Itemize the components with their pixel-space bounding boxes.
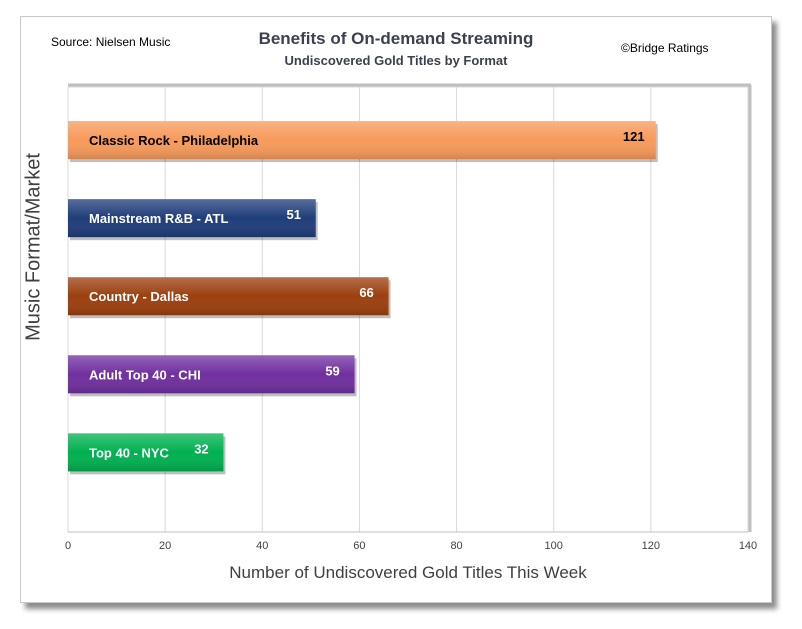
bar-category-label: Top 40 - NYC [89, 445, 170, 460]
plot-area: Classic Rock - Philadelphia 121 Mainstream… [65, 83, 757, 552]
x-axis-label: Number of Undiscovered Gold Titles This … [229, 563, 587, 582]
bar-category-label: Mainstream R&B - ATL [89, 211, 228, 226]
x-tick-label: 80 [450, 540, 462, 552]
bar-value-label: 32 [194, 441, 208, 456]
chart-card: Source: Nielsen Music Benefits of On-dem… [20, 16, 772, 603]
x-tick-label: 40 [256, 540, 268, 552]
bar-highlight [68, 355, 355, 394]
bar-category-label: Country - Dallas [89, 289, 189, 304]
bar-value-label: 51 [286, 207, 300, 222]
bar-highlight [68, 121, 656, 160]
chart-credit: ©Bridge Ratings [621, 41, 709, 55]
bar-highlight [68, 277, 389, 316]
chart-source: Source: Nielsen Music [51, 35, 171, 49]
chart-subtitle: Undiscovered Gold Titles by Format [284, 53, 508, 68]
bar-highlight [68, 199, 316, 238]
bar-value-label: 59 [325, 363, 339, 378]
bar-category-label: Adult Top 40 - CHI [89, 367, 201, 382]
bar-highlight [68, 433, 224, 472]
bar-category-label: Classic Rock - Philadelphia [89, 133, 259, 148]
x-tick-label: 60 [353, 540, 365, 552]
bar-value-label: 66 [359, 285, 373, 300]
x-tick-label: 140 [739, 540, 757, 552]
x-tick-label: 120 [642, 540, 660, 552]
x-tick-label: 0 [65, 540, 71, 552]
chart-title: Benefits of On-demand Streaming [258, 29, 534, 48]
x-tick-label: 100 [545, 540, 563, 552]
bar-value-label: 121 [623, 129, 645, 144]
x-tick-label: 20 [159, 540, 171, 552]
